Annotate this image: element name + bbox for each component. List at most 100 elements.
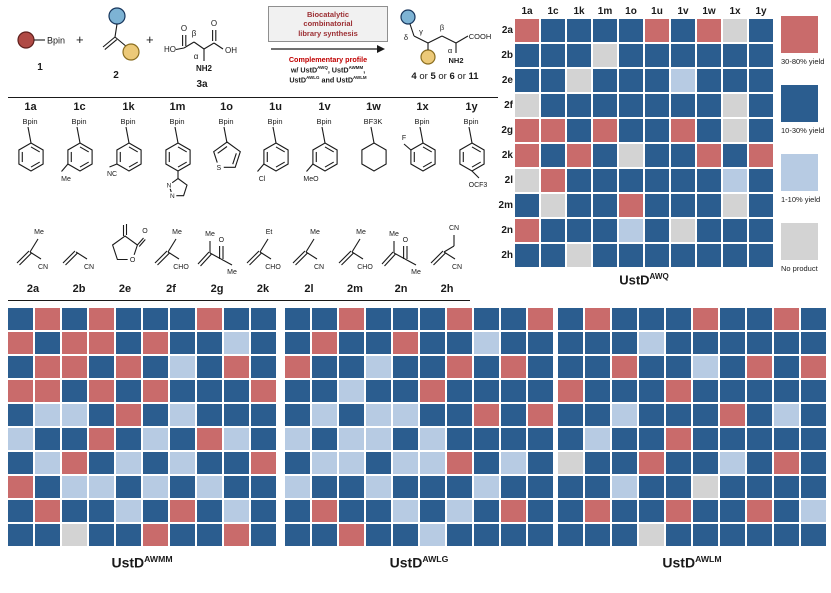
red-sphere — [17, 31, 35, 49]
heatmap-cell — [585, 332, 610, 354]
heatmap-cell — [447, 308, 472, 330]
heatmap-row-label: 2m — [498, 200, 513, 211]
heatmap-cell — [8, 476, 33, 498]
heatmap-grid — [515, 19, 773, 267]
heatmap-cell — [720, 332, 745, 354]
acceptor-id: 2b — [72, 283, 86, 295]
delta-label: δ — [404, 33, 408, 42]
heatmap-cell — [567, 119, 591, 142]
legend-label: 30-80% yield — [781, 57, 825, 66]
heatmap-cell — [35, 332, 60, 354]
heatmap-cell — [116, 404, 141, 426]
heatmap-cell — [747, 428, 772, 450]
heatmap-cell — [585, 356, 610, 378]
boronate-structure: Bpin F — [402, 117, 436, 172]
heatmap-cell — [312, 356, 337, 378]
boronate-structure: Bpin Me — [61, 117, 93, 183]
heatmap-cell — [62, 308, 87, 330]
heatmap-cell — [801, 332, 826, 354]
heatmap-cell — [89, 500, 114, 522]
blue-sphere — [108, 7, 126, 25]
boronate-structure: Bpin Cl — [257, 117, 289, 183]
heatmap-cell — [197, 356, 222, 378]
heatmap-cell — [612, 524, 637, 546]
yellow-sphere — [420, 49, 436, 65]
svg-text:Me: Me — [205, 231, 215, 238]
heatmap-cell — [251, 500, 276, 522]
boronate-id: 1x — [416, 101, 429, 113]
heatmap-cell — [720, 452, 745, 474]
acceptor-2b: CN 2b — [56, 218, 102, 296]
heatmap-cell — [339, 500, 364, 522]
heatmap-cell — [612, 356, 637, 378]
heatmap-cell — [645, 194, 669, 217]
heatmap-cell — [143, 356, 168, 378]
heatmap-cell — [170, 380, 195, 402]
heatmap-cell — [619, 119, 643, 142]
heatmap-cell — [593, 244, 617, 267]
heatmap-cell — [593, 219, 617, 242]
acceptor-id: 2g — [210, 283, 224, 295]
heatmap-cell — [197, 308, 222, 330]
heatmap-cell — [671, 194, 695, 217]
heatmap-cell — [671, 119, 695, 142]
divider — [8, 300, 470, 301]
heatmap-cell — [720, 428, 745, 450]
boronate-id: 1v — [318, 101, 331, 113]
heatmap-cell — [35, 476, 60, 498]
heatmap-cell — [723, 244, 747, 267]
heatmap-cell — [567, 44, 591, 67]
heatmap-cell — [89, 452, 114, 474]
acceptor-id: 2n — [394, 283, 408, 295]
svg-text:Me: Me — [389, 231, 399, 238]
heatmap-cell — [639, 500, 664, 522]
heatmap-cell — [393, 476, 418, 498]
heatmap-cell — [558, 356, 583, 378]
boronate-1a: 1a Bpin — [6, 101, 55, 217]
heatmap-cell — [639, 524, 664, 546]
heatmap-cell — [447, 332, 472, 354]
heatmap-cell — [285, 308, 310, 330]
heatmap-cell — [116, 524, 141, 546]
heatmap-cell — [720, 404, 745, 426]
heatmap-cell — [515, 144, 539, 167]
heatmap-cell — [801, 356, 826, 378]
heatmap-cell — [8, 332, 33, 354]
heatmap-row-label: 2l — [504, 175, 513, 186]
svg-text:O: O — [142, 228, 148, 235]
heatmap-cell — [501, 500, 526, 522]
heatmap-cell — [143, 500, 168, 522]
heatmap-cell — [720, 356, 745, 378]
heatmap-cell — [585, 476, 610, 498]
heatmap-cell — [723, 44, 747, 67]
boronate-1u: 1u Bpin Cl — [251, 101, 300, 217]
heatmap-cell — [197, 452, 222, 474]
bpin-label: Bpin — [47, 36, 65, 46]
heatmap-cell — [774, 380, 799, 402]
heatmap-cell — [501, 380, 526, 402]
heatmap-cell — [619, 144, 643, 167]
heatmap-col-label: 1v — [677, 6, 689, 17]
heatmap-cell — [312, 308, 337, 330]
heatmap-cell — [285, 452, 310, 474]
cooh-label: COOH — [469, 32, 492, 41]
heatmap-cell — [170, 500, 195, 522]
heatmap-cell — [645, 94, 669, 117]
svg-text:CN: CN — [38, 264, 48, 271]
heatmap-cell — [567, 219, 591, 242]
product-structure: δ γ β α NH2 COOH — [400, 9, 492, 65]
heatmap-cell — [774, 356, 799, 378]
svg-text:CN: CN — [449, 225, 459, 232]
heatmap-cell — [749, 69, 773, 92]
heatmap-cell — [612, 452, 637, 474]
acceptor-2k: Et CHO 2k — [240, 218, 286, 296]
heatmap-cell — [420, 356, 445, 378]
arrowhead — [377, 45, 385, 54]
acceptor-structure: Me CN — [16, 229, 48, 271]
boronate-structure: Bpin MeO — [303, 117, 338, 183]
heatmap-ustd-awlm: UstDAWLM — [558, 308, 826, 571]
heatmap-cell — [567, 69, 591, 92]
svg-text:Me: Me — [356, 229, 366, 236]
heatmap-cell — [693, 476, 718, 498]
legend-item: No product — [781, 223, 831, 273]
